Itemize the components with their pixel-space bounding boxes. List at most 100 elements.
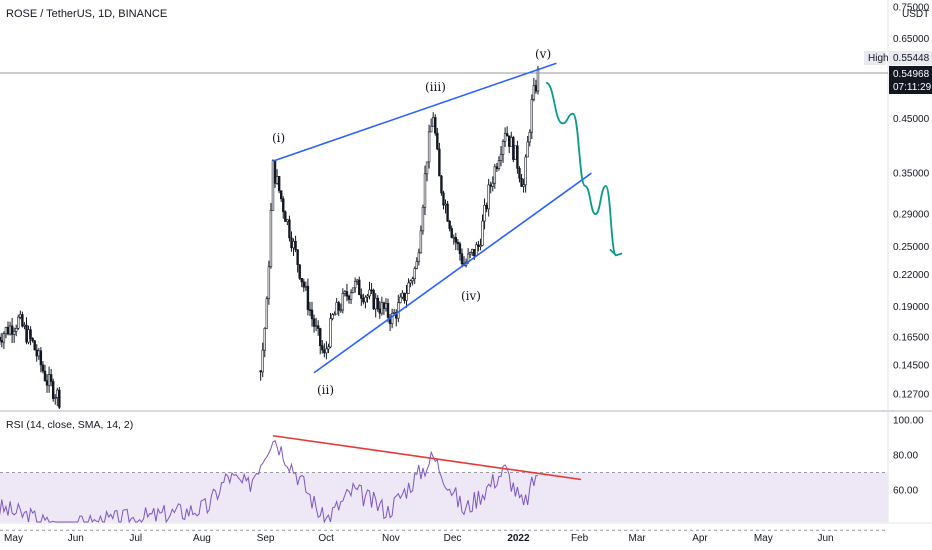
wave-label-iv: (iv) <box>461 289 481 303</box>
price-tick-label: 0.29000 <box>893 210 930 221</box>
candle-body <box>479 245 482 247</box>
candle-body <box>284 211 287 222</box>
candle-body <box>314 325 318 328</box>
candle-body <box>353 281 357 289</box>
candle-body <box>282 198 285 213</box>
wedge-upper-trendline[interactable] <box>272 62 557 162</box>
candle-body <box>409 280 412 284</box>
candle-body <box>427 131 431 163</box>
candle-body <box>390 313 394 324</box>
candle-body <box>487 184 490 210</box>
candle-body <box>417 252 421 262</box>
price-tick-label: 0.22000 <box>893 270 930 281</box>
candle-body <box>267 266 271 299</box>
candle-body <box>380 302 384 314</box>
rsi-band <box>0 472 888 522</box>
candle-body <box>323 349 326 354</box>
candle-body <box>454 236 458 243</box>
candle-body <box>510 137 513 147</box>
candle-body <box>514 145 517 160</box>
candle-body <box>27 329 30 343</box>
candle-body <box>497 160 501 170</box>
wedge-lower-trendline[interactable] <box>313 172 592 374</box>
candle-body <box>423 173 427 208</box>
candle-body <box>347 295 351 300</box>
candles-group <box>0 66 540 409</box>
candle-body <box>503 133 507 142</box>
rsi-tick-label: 80.00 <box>893 451 918 462</box>
candle-body <box>421 206 425 232</box>
candle-body <box>471 248 474 253</box>
candle-body <box>411 278 414 282</box>
price-tick-label: 0.35000 <box>893 169 930 180</box>
candle-body <box>425 161 429 175</box>
price-tick-label: 0.16500 <box>893 332 930 343</box>
candle-body <box>277 176 281 192</box>
candle-body <box>501 141 505 155</box>
price-axis[interactable]: 0.75000 0.65000 0.45000 0.35000 0.29000 0.250… <box>893 3 930 401</box>
projection-path[interactable] <box>545 81 617 257</box>
candle-body <box>403 292 406 301</box>
candle-body <box>6 327 10 335</box>
candle-body <box>450 228 453 238</box>
price-tick-label: 0.25000 <box>893 242 930 253</box>
symbol-title[interactable]: ROSE / TetherUS, 1D, BINANCE <box>6 8 168 20</box>
candle-body <box>58 389 61 408</box>
candle-body <box>468 252 472 255</box>
rsi-tick-label: 100.00 <box>893 416 924 427</box>
candle-body <box>12 331 16 335</box>
candle-body <box>263 328 266 351</box>
candle-body <box>19 314 22 318</box>
candle-body <box>43 370 47 381</box>
candle-body <box>413 268 416 280</box>
candle-body <box>51 381 55 399</box>
candle-body <box>271 160 275 211</box>
wave-label-iii: (iii) <box>425 80 446 94</box>
candle-body <box>370 289 373 292</box>
candle-body <box>325 348 328 354</box>
candle-body <box>415 261 418 269</box>
candle-body <box>516 145 519 169</box>
candle-body <box>444 203 447 206</box>
current-price-value: 0.54968 <box>893 69 930 80</box>
time-axis[interactable]: May Jun Jul Aug Sep Oct Nov Dec 2022 Feb Mar Apr May… <box>4 533 834 544</box>
candle-body <box>512 137 515 160</box>
candle-body <box>343 291 347 294</box>
candle-body <box>475 244 478 257</box>
candle-body <box>29 329 32 339</box>
candle-body <box>442 192 445 206</box>
rsi-title[interactable]: RSI (14, close, SMA, 14, 2) <box>6 419 134 431</box>
rsi-axis[interactable]: 100.00 80.00 60.00 <box>893 416 924 497</box>
candle-body <box>10 325 14 335</box>
candle-body <box>331 314 334 319</box>
candle-body <box>49 374 53 382</box>
candle-body <box>508 135 511 147</box>
candle-body <box>4 327 8 335</box>
candle-body <box>275 176 279 184</box>
time-tick-label: May <box>754 533 773 544</box>
candle-body <box>356 279 359 282</box>
candle-body <box>345 291 349 297</box>
candle-body <box>329 318 332 348</box>
candle-body <box>372 290 375 310</box>
time-tick-label: Feb <box>571 533 589 544</box>
candle-body <box>528 131 531 143</box>
candle-body <box>405 293 408 301</box>
candle-body <box>310 309 314 320</box>
candle-body <box>259 370 262 373</box>
price-tick-label: 0.14500 <box>893 361 930 372</box>
candle-body <box>397 302 400 319</box>
candle-body <box>374 297 377 310</box>
rsi-divergence-trendline[interactable] <box>272 434 582 481</box>
candle-body <box>269 210 273 268</box>
candle-body <box>39 350 43 366</box>
time-tick-label: May <box>4 533 23 544</box>
candle-body <box>37 350 41 357</box>
candle-body <box>392 312 396 314</box>
candle-body <box>364 296 367 303</box>
candle-body <box>56 389 59 398</box>
wave-label-v: (v) <box>535 47 551 61</box>
candle-body <box>495 166 499 170</box>
candle-body <box>429 125 433 133</box>
